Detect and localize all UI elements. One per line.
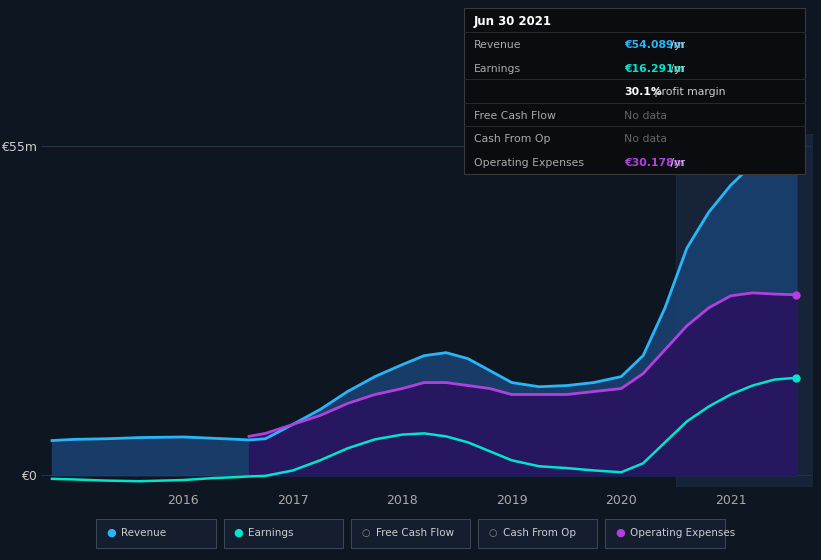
Text: Revenue: Revenue: [474, 40, 521, 50]
Text: Free Cash Flow: Free Cash Flow: [376, 528, 454, 538]
Text: ●: ●: [616, 528, 625, 538]
Text: €30.178m: €30.178m: [624, 158, 685, 168]
Text: Revenue: Revenue: [122, 528, 166, 538]
Text: Cash From Op: Cash From Op: [503, 528, 576, 538]
Text: /yr: /yr: [667, 158, 685, 168]
Text: Earnings: Earnings: [248, 528, 294, 538]
Text: ○: ○: [488, 528, 498, 538]
Text: €16.291m: €16.291m: [624, 64, 685, 73]
Text: ●: ●: [107, 528, 116, 538]
Text: Operating Expenses: Operating Expenses: [474, 158, 584, 168]
Text: Jun 30 2021: Jun 30 2021: [474, 15, 552, 28]
Text: Free Cash Flow: Free Cash Flow: [474, 111, 556, 121]
Text: /yr: /yr: [667, 40, 685, 50]
Text: ●: ●: [234, 528, 243, 538]
Text: ○: ○: [361, 528, 370, 538]
Text: No data: No data: [624, 134, 667, 144]
Text: profit margin: profit margin: [650, 87, 725, 97]
Bar: [676, 134, 813, 487]
Text: Earnings: Earnings: [474, 64, 521, 73]
Text: Cash From Op: Cash From Op: [474, 134, 550, 144]
Text: No data: No data: [624, 111, 667, 121]
Text: Operating Expenses: Operating Expenses: [631, 528, 736, 538]
Text: €54.089m: €54.089m: [624, 40, 685, 50]
Text: 30.1%: 30.1%: [624, 87, 662, 97]
Text: /yr: /yr: [667, 64, 685, 73]
